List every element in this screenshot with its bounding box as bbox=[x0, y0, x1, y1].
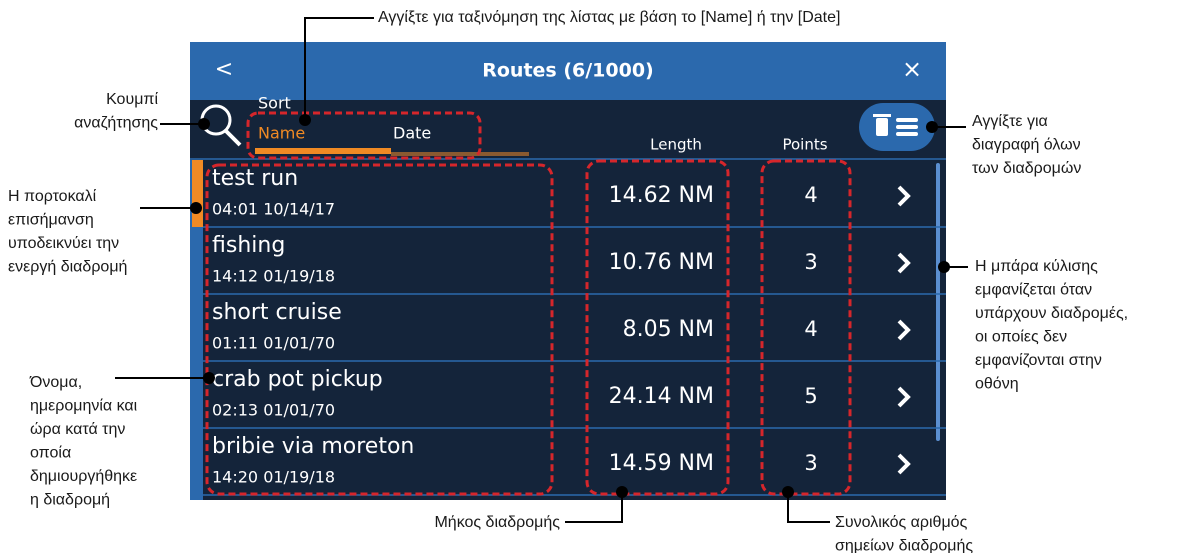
title-bar bbox=[190, 42, 946, 100]
leader bbox=[304, 17, 374, 120]
back-button[interactable]: < bbox=[215, 57, 233, 82]
annotation-active: υποδεικνύει την bbox=[8, 235, 119, 252]
route-date: 02:13 01/01/70 bbox=[212, 401, 335, 420]
annotation-length: Μήκος διαδρομής bbox=[434, 514, 560, 531]
screen bbox=[190, 42, 946, 500]
trash-icon bbox=[873, 114, 891, 117]
delete-all-button[interactable] bbox=[859, 103, 935, 151]
left-strip bbox=[190, 160, 203, 500]
annotation-sort: Αγγίξτε για ταξινόμηση της λίστας με βάσ… bbox=[378, 9, 840, 26]
route-row[interactable]: fishing 14:12 01/19/18 10.76 NM 3 bbox=[203, 233, 946, 295]
annotation-scroll: εμφανίζεται όταν bbox=[975, 282, 1092, 299]
annotation-scroll: υπάρχουν διαδρομές, bbox=[975, 305, 1128, 322]
column-header: Length bbox=[650, 136, 702, 154]
route-row[interactable]: short cruise 01:11 01/01/70 8.05 NM 4 bbox=[203, 300, 946, 362]
leader-dot bbox=[782, 486, 794, 498]
annotation-points: Συνολικός αριθμός bbox=[835, 514, 968, 531]
scrollbar bbox=[936, 163, 940, 441]
annotation-search: Κουμπί bbox=[106, 91, 158, 108]
annotation-delete: των διαδρομών bbox=[972, 160, 1081, 177]
callout-box bbox=[246, 111, 482, 160]
route-points: 3 bbox=[804, 451, 817, 475]
close-button[interactable]: × bbox=[902, 55, 922, 83]
leader bbox=[787, 492, 830, 523]
annotation-points: σημείων διαδρομής bbox=[835, 538, 973, 553]
annotation-active: ενεργή διαδρομή bbox=[8, 259, 127, 276]
annotation-scroll: οθόνη bbox=[975, 376, 1019, 393]
route-name: short cruise bbox=[212, 300, 342, 325]
chevron bbox=[897, 185, 911, 207]
route-list: test run 04:01 10/14/17 14.62 NM 4 fishing 14… bbox=[203, 166, 946, 496]
annotation-scroll: Η μπάρα κύλισης bbox=[975, 258, 1098, 275]
annotation-name: δημιουργήθηκε bbox=[30, 468, 137, 485]
annotation-name: οποία bbox=[30, 445, 71, 462]
leaders bbox=[115, 17, 968, 523]
leader-dot bbox=[190, 202, 202, 214]
sort-option[interactable]: Name bbox=[258, 124, 305, 143]
active-highlight bbox=[192, 160, 203, 227]
annotation-name: η διαδρομή bbox=[30, 492, 110, 509]
chevron bbox=[897, 386, 911, 408]
annotation-active: Η πορτοκαλί bbox=[8, 188, 97, 205]
callout-box bbox=[205, 163, 554, 496]
route-points: 4 bbox=[804, 183, 817, 207]
list-icon bbox=[896, 118, 918, 122]
route-row[interactable]: test run 04:01 10/14/17 14.62 NM 4 bbox=[203, 166, 946, 228]
annotation-scroll: οι οποίες δεν bbox=[975, 329, 1067, 346]
annotation-name: ώρα κατά την bbox=[30, 421, 125, 438]
leader-dot bbox=[198, 118, 210, 130]
callout-box bbox=[760, 159, 852, 496]
route-date: 01:11 01/01/70 bbox=[212, 334, 335, 353]
sort-track bbox=[391, 152, 529, 156]
annotations: Αγγίξτε για ταξινόμηση της λίστας με βάσ… bbox=[8, 9, 1128, 553]
annotation-name: Όνομα, bbox=[29, 374, 82, 391]
leader-dot bbox=[926, 121, 938, 133]
callout-box bbox=[585, 159, 730, 496]
route-length: 8.05 NM bbox=[623, 317, 714, 342]
list-icon bbox=[896, 132, 918, 136]
route-name: crab pot pickup bbox=[212, 367, 383, 392]
leader-dot bbox=[299, 114, 311, 126]
route-name: bribie via moreton bbox=[212, 434, 414, 459]
route-name: fishing bbox=[212, 233, 285, 258]
route-date: 14:12 01/19/18 bbox=[212, 267, 335, 286]
leader-dot bbox=[203, 372, 215, 384]
route-length: 10.76 NM bbox=[609, 250, 714, 275]
leader-dot bbox=[938, 261, 950, 273]
list-icon bbox=[896, 125, 918, 129]
chevron bbox=[897, 252, 911, 274]
annotation-active: επισήμανση bbox=[8, 212, 94, 229]
sort-label: Sort bbox=[258, 94, 291, 113]
annotation-scroll: εμφανίζονται στην bbox=[975, 352, 1102, 369]
search-icon bbox=[224, 129, 242, 147]
route-row[interactable]: crab pot pickup 02:13 01/01/70 24.14 NM 5 bbox=[203, 367, 946, 429]
trash-icon bbox=[876, 118, 888, 136]
annotation-name: ημερομηνία και bbox=[30, 398, 138, 415]
leader-dot bbox=[616, 486, 628, 498]
sort-indicator bbox=[255, 148, 391, 154]
route-date: 04:01 10/14/17 bbox=[212, 200, 335, 219]
annotation-delete: διαγραφή όλων bbox=[972, 137, 1081, 154]
annotation-delete: Αγγίξτε για bbox=[972, 113, 1048, 130]
sort-option[interactable]: Date bbox=[393, 124, 431, 143]
route-length: 14.59 NM bbox=[609, 451, 714, 476]
leader bbox=[565, 492, 623, 523]
route-date: 14:20 01/19/18 bbox=[212, 468, 335, 487]
route-points: 3 bbox=[804, 250, 817, 274]
route-length: 14.62 NM bbox=[609, 183, 714, 208]
chevron bbox=[897, 319, 911, 341]
route-points: 5 bbox=[804, 384, 817, 408]
annotation-search: αναζήτησης bbox=[74, 115, 158, 132]
route-length: 24.14 NM bbox=[609, 384, 714, 409]
screen-title: Routes (6/1000) bbox=[482, 60, 654, 82]
route-points: 4 bbox=[804, 317, 817, 341]
route-name: test run bbox=[212, 166, 298, 191]
route-row[interactable]: bribie via moreton 14:20 01/19/18 14.59 NM… bbox=[203, 434, 946, 496]
chevron bbox=[897, 453, 911, 475]
column-header: Points bbox=[782, 136, 827, 154]
